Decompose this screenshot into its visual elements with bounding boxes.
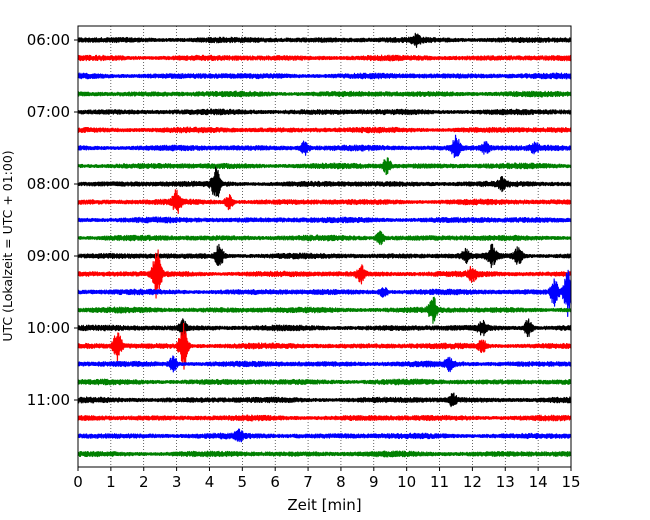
plot-frame	[77, 25, 572, 468]
trace-0900	[77, 243, 572, 269]
y-axis: 06:00 07:00 08:00 09:00 10:00 11:00	[27, 31, 78, 409]
x-tick-label: 8	[336, 473, 346, 491]
trace-0930	[77, 269, 572, 317]
x-tick-label: 5	[238, 473, 248, 491]
trace-0730	[77, 134, 572, 159]
x-tick-label: 12	[463, 473, 482, 491]
trace-0845	[77, 230, 572, 246]
trace-1145	[77, 450, 572, 458]
y-tick-label: 09:00	[27, 247, 70, 265]
trace-1115	[77, 414, 572, 422]
trace-0645	[77, 90, 572, 98]
y-tick-label: 07:00	[27, 103, 70, 121]
y-tick-label: 11:00	[27, 391, 70, 409]
trace-1030	[77, 355, 572, 373]
trace-0700	[77, 108, 572, 116]
trace-0915	[77, 249, 572, 299]
x-tick-label: 10	[397, 473, 416, 491]
trace-0800	[77, 166, 572, 198]
trace-0815	[77, 189, 572, 214]
x-tick-label: 2	[139, 473, 149, 491]
x-tick-label: 15	[561, 473, 580, 491]
x-axis: 0 1 2 3 4 5 6 7 8 9 10 11 12 13 14 15	[73, 467, 581, 491]
x-tick-label: 6	[270, 473, 280, 491]
trace-0630	[77, 72, 572, 80]
trace-1015	[77, 322, 572, 370]
x-tick-label: 3	[172, 473, 182, 491]
x-tick-label: 13	[496, 473, 515, 491]
x-tick-label: 14	[529, 473, 548, 491]
trace-1000	[77, 318, 572, 338]
trace-0600	[77, 32, 572, 48]
trace-0945	[77, 296, 572, 324]
x-tick-label: 9	[369, 473, 379, 491]
y-tick-label: 06:00	[27, 31, 70, 49]
trace-1130	[77, 428, 572, 443]
x-tick-label: 4	[205, 473, 215, 491]
trace-0615	[77, 54, 572, 62]
trace-0715	[77, 126, 572, 134]
x-tick-label: 7	[303, 473, 313, 491]
seismogram-traces	[77, 32, 572, 458]
x-axis-label: Zeit [min]	[287, 496, 361, 514]
trace-1045	[77, 378, 572, 386]
y-tick-label: 10:00	[27, 319, 70, 337]
x-tick-label: 11	[430, 473, 449, 491]
trace-0745	[77, 157, 572, 176]
trace-0830	[77, 216, 572, 224]
x-tick-label: 0	[73, 473, 83, 491]
y-tick-label: 08:00	[27, 175, 70, 193]
y-axis-label: UTC (Lokalzeit = UTC + 01:00)	[0, 150, 15, 341]
trace-1100	[77, 392, 572, 408]
x-tick-label: 1	[106, 473, 116, 491]
